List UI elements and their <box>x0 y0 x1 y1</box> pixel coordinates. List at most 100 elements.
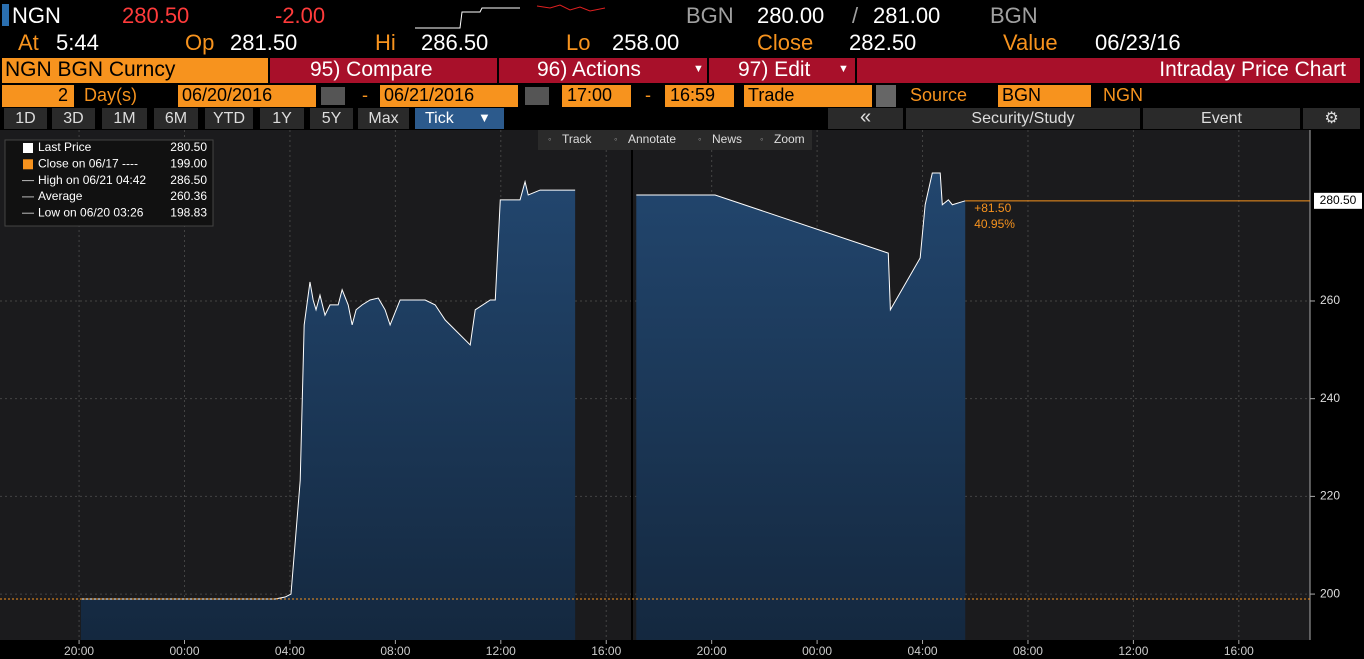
legend-label: Close on 06/17 ---- <box>38 156 138 170</box>
start-date[interactable]: 06/20/2016 <box>182 85 273 105</box>
quote-label: Value <box>1003 30 1058 55</box>
chart-tool[interactable]: Track <box>562 132 593 146</box>
x-tick-label: 12:00 <box>1118 644 1148 658</box>
field-box[interactable] <box>562 85 631 107</box>
legend-value: 280.50 <box>170 140 207 154</box>
quote-value: 286.50 <box>421 30 489 55</box>
end-time[interactable]: 16:59 <box>670 85 716 105</box>
quote-value: 06/23/16 <box>1095 30 1181 55</box>
dash: - <box>645 85 651 105</box>
tab[interactable]: 1D <box>4 108 47 129</box>
chart-tool[interactable]: Annotate <box>628 132 676 146</box>
divider <box>707 58 709 83</box>
quote-label: Lo <box>566 30 591 55</box>
legend-swatch <box>23 143 33 153</box>
legend-label: Low on 06/20 03:26 <box>38 205 144 219</box>
bid-source: BGN <box>686 3 734 28</box>
tab-arrow[interactable]: ▼ <box>478 110 491 125</box>
calendar-icon[interactable] <box>321 87 345 105</box>
y-tick-label: 220 <box>1320 489 1340 503</box>
x-tick-label: 00:00 <box>169 644 199 658</box>
annotation: +81.50 <box>974 201 1011 215</box>
quote-value: 282.50 <box>849 30 917 55</box>
control[interactable]: Event <box>1143 108 1300 129</box>
price-tag <box>1314 192 1362 209</box>
x-tick-label: 16:00 <box>1224 644 1254 658</box>
control[interactable]: Security/Study <box>906 108 1140 129</box>
field-box[interactable] <box>178 85 316 107</box>
tab[interactable]: 6M <box>154 108 198 129</box>
source[interactable]: BGN <box>1002 85 1042 105</box>
chart-toolbar <box>538 130 812 150</box>
end-date[interactable]: 06/21/2016 <box>384 85 475 105</box>
area-fill <box>636 172 966 640</box>
tab[interactable]: 5Y <box>310 108 353 129</box>
axis-background <box>1310 130 1364 659</box>
menu-item[interactable]: 95) Compare <box>310 58 433 81</box>
legend-value: 260.36 <box>170 189 207 203</box>
x-tick-label: 08:00 <box>380 644 410 658</box>
net-change: -2.00 <box>275 3 326 28</box>
field-box[interactable] <box>665 85 734 107</box>
tab[interactable]: 3D <box>52 108 95 129</box>
day-count[interactable]: 2 <box>58 85 69 105</box>
security-box[interactable] <box>2 58 268 83</box>
menu-item[interactable]: 96) Actions <box>537 58 641 81</box>
annotation: 40.95% <box>974 217 1015 231</box>
field-box[interactable] <box>744 85 872 107</box>
x-tick-label: 12:00 <box>486 644 516 658</box>
x-tick-label: 20:00 <box>64 644 94 658</box>
legend-label: High on 06/21 04:42 <box>38 173 146 187</box>
field[interactable]: Trade <box>748 85 795 105</box>
x-tick-label: 08:00 <box>1013 644 1043 658</box>
collapse-button[interactable]: « <box>828 107 903 129</box>
settings-button[interactable]: ⚙ <box>1303 108 1360 129</box>
source-label: Source <box>910 85 968 105</box>
x-tick-label: 04:00 <box>908 644 938 658</box>
dropdown-button[interactable] <box>876 85 896 107</box>
separator: / <box>852 3 859 28</box>
field-box[interactable] <box>2 85 74 107</box>
area-fill <box>80 181 576 640</box>
menu-item[interactable]: 97) Edit <box>738 58 811 81</box>
ask-source: BGN <box>990 3 1038 28</box>
x-tick-label: 04:00 <box>275 644 305 658</box>
tool-icon: ◦ <box>698 135 702 146</box>
tab[interactable]: YTD <box>205 108 253 129</box>
tool-icon: ◦ <box>760 135 764 146</box>
calendar-icon[interactable] <box>525 87 549 105</box>
y-tick-label: 240 <box>1320 391 1340 405</box>
menu-bar <box>270 58 1360 83</box>
security[interactable]: NGN BGN Curncy <box>5 58 176 81</box>
dropdown-arrow[interactable]: ▼ <box>838 63 849 75</box>
x-tick-label: 16:00 <box>591 644 621 658</box>
tab[interactable]: 1M <box>102 108 147 129</box>
tab[interactable]: Max <box>358 108 409 129</box>
x-tick-label: 00:00 <box>802 644 832 658</box>
dropdown-arrow[interactable]: ▼ <box>693 63 704 75</box>
y-tick-label: 200 <box>1320 586 1340 600</box>
tab[interactable]: 1Y <box>260 108 304 129</box>
tab-active[interactable]: Tick <box>415 108 504 129</box>
bid: 280.00 <box>757 3 825 28</box>
quote-label: Close <box>757 30 814 55</box>
field-box[interactable] <box>998 85 1091 107</box>
legend-label: Average <box>38 189 83 203</box>
ticker: NGN <box>12 3 61 28</box>
ask: 281.00 <box>873 3 941 28</box>
quote-value: 258.00 <box>612 30 680 55</box>
divider <box>497 58 499 83</box>
quote-value: 5:44 <box>56 30 99 55</box>
quote-label: Op <box>185 30 215 55</box>
field-box[interactable] <box>380 85 518 107</box>
chart-tool[interactable]: Zoom <box>774 132 805 146</box>
chart-tool[interactable]: News <box>712 132 742 146</box>
tool-icon: ◦ <box>548 135 552 146</box>
start-time[interactable]: 17:00 <box>567 85 613 105</box>
tool-icon: ◦ <box>614 135 618 146</box>
last-price: 280.50 <box>122 3 190 28</box>
day-unit: Day(s) <box>84 85 137 105</box>
legend-value: 199.00 <box>170 156 207 170</box>
quote-value: 281.50 <box>230 30 298 55</box>
